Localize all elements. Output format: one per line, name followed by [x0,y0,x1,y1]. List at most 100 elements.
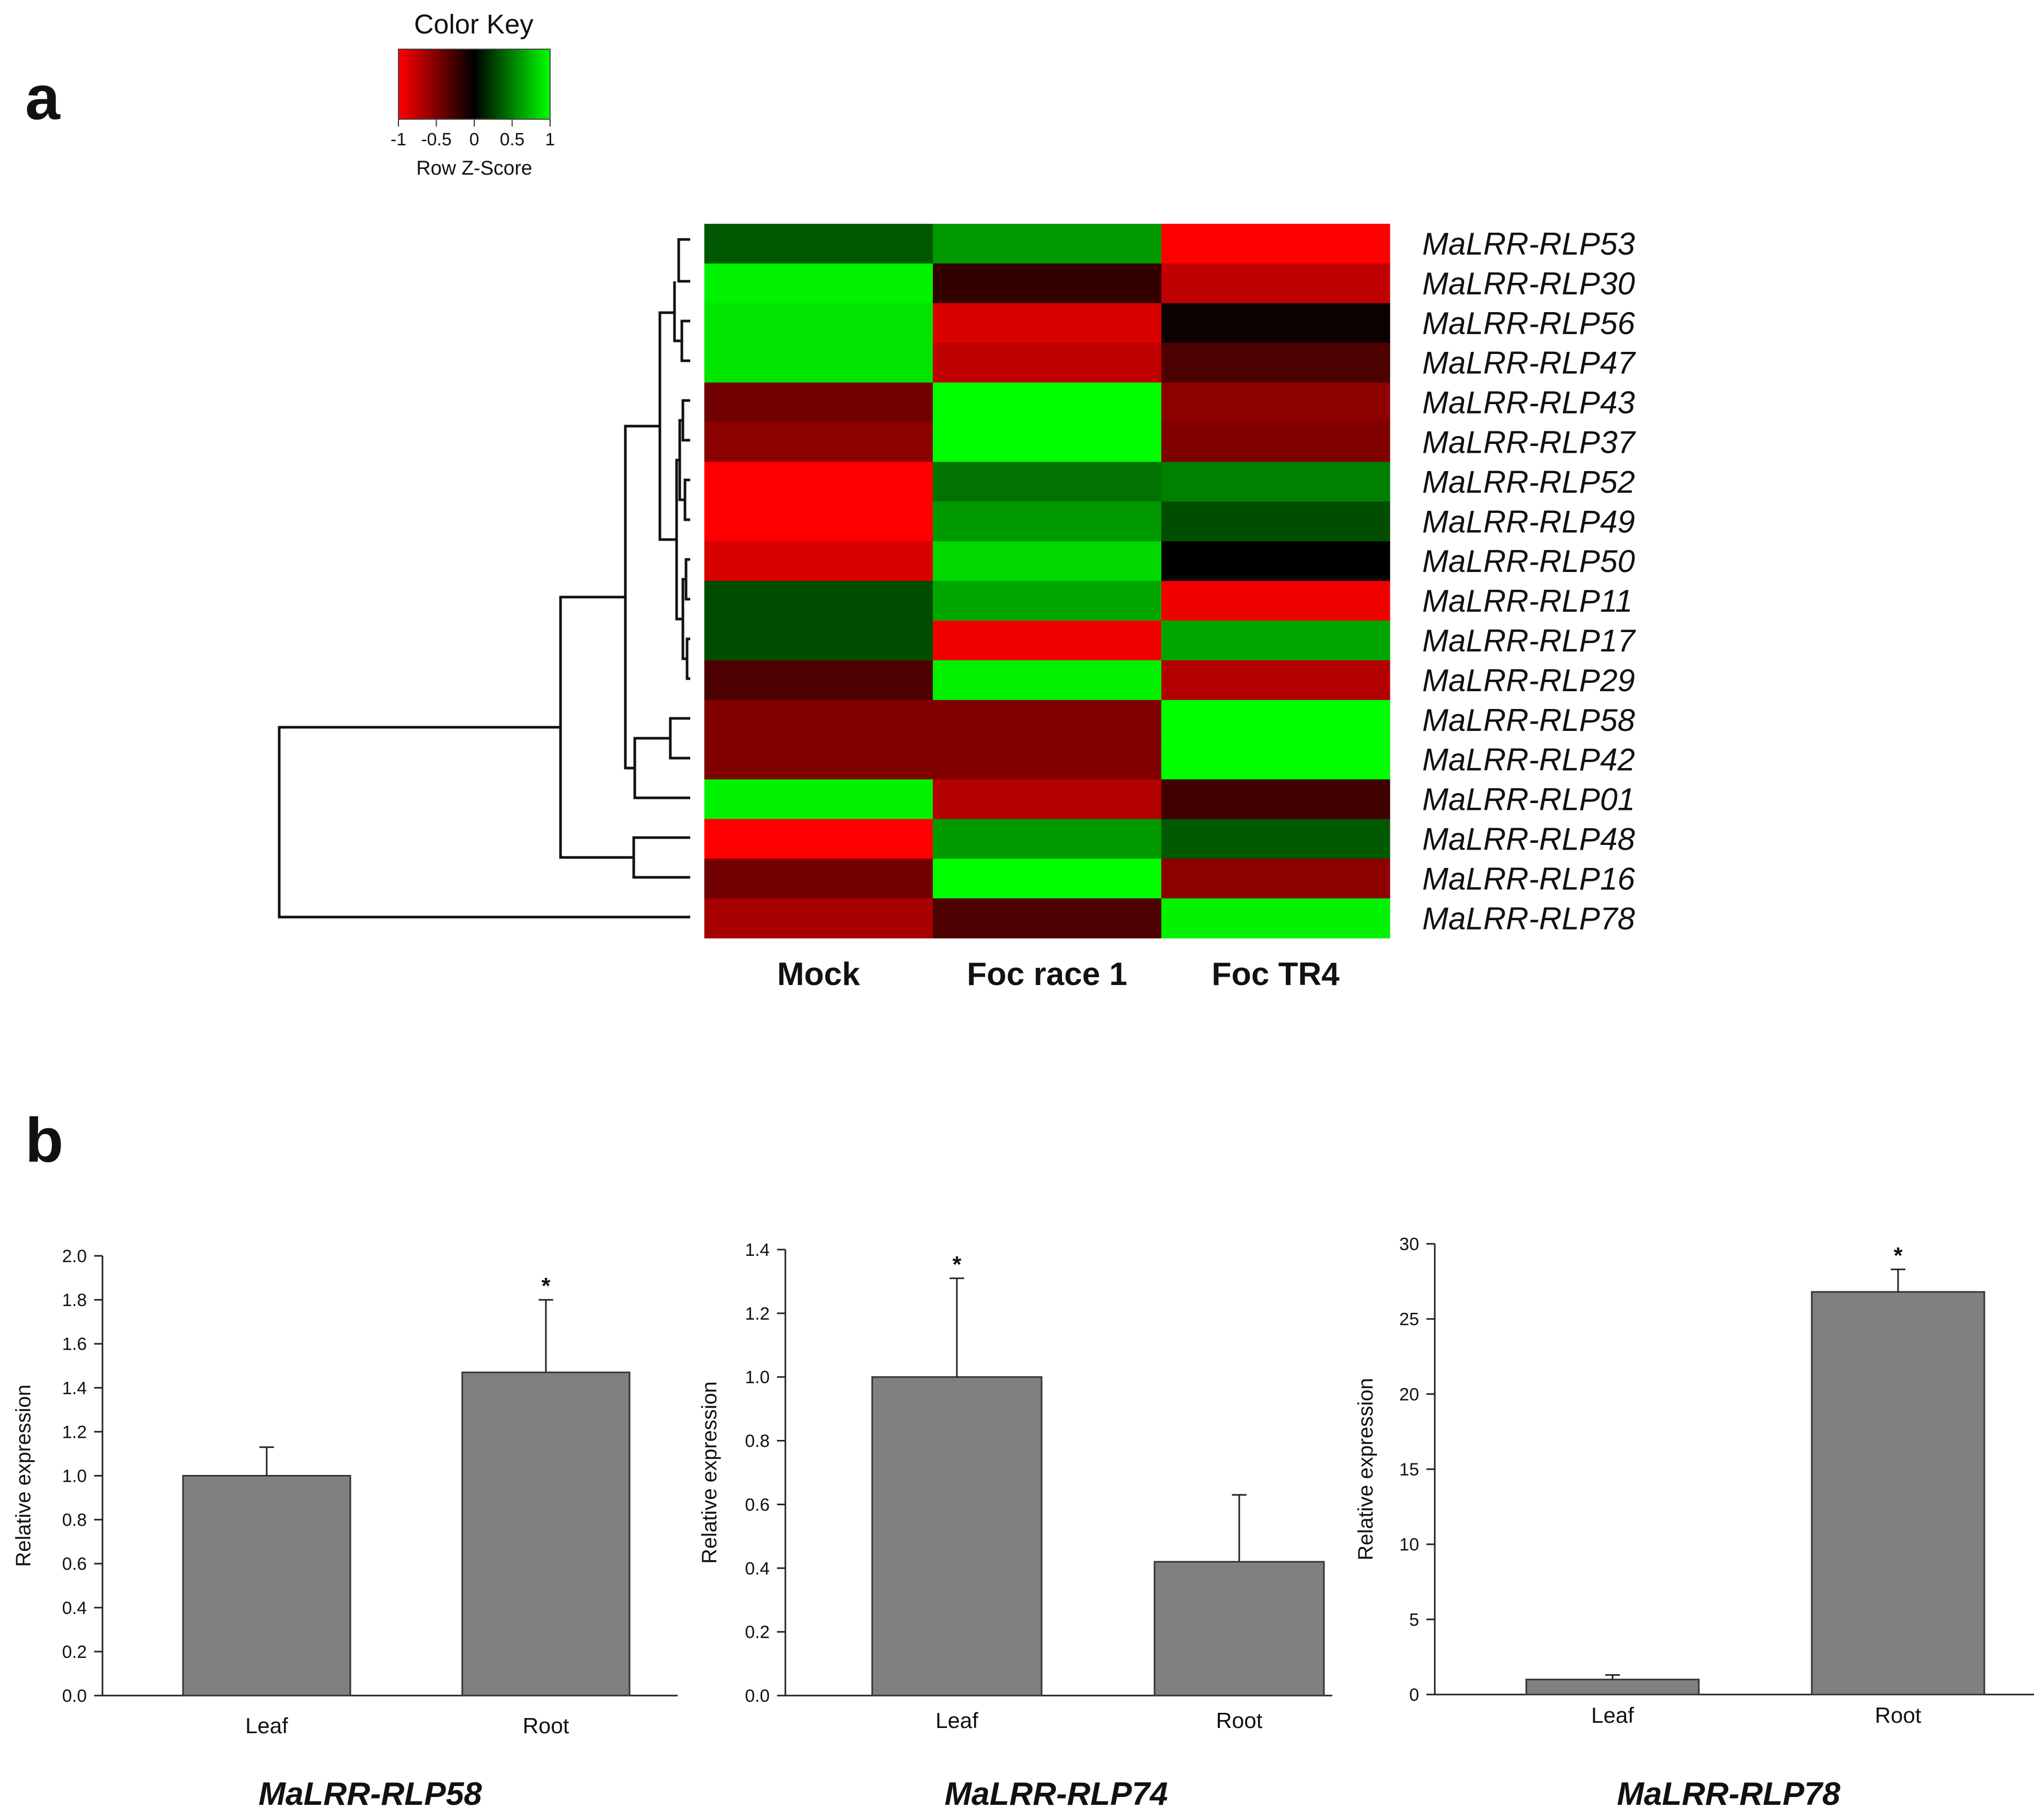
heatmap-cell [933,898,1162,938]
heatmap-cell [704,739,933,780]
y-tick-label: 1.2 [62,1422,87,1442]
heatmap-row-label: MaLRR-RLP42 [1422,742,1635,777]
y-tick-label: 0 [1409,1685,1419,1705]
heatmap-cell [933,739,1162,780]
x-category-label: Leaf [245,1713,288,1738]
color-key-label: Row Z-Score [416,157,532,179]
y-tick-label: 0.0 [62,1686,87,1706]
heatmap-cell [1161,342,1390,383]
dendro-link [624,425,660,770]
y-axis-label: Relative expression [698,1381,721,1564]
y-tick-label: 1.4 [62,1378,87,1398]
heatmap-row-label: MaLRR-RLP56 [1422,306,1635,341]
heatmap-row-label: MaLRR-RLP16 [1422,861,1635,896]
heatmap-cell [1161,224,1390,264]
heatmap-cell [704,779,933,820]
y-axis-label: Relative expression [12,1384,35,1567]
heatmap-cell [933,581,1162,621]
heatmap-cell [1161,501,1390,542]
y-axis-label: Relative expression [1354,1378,1377,1560]
heatmap-cell [704,224,933,264]
heatmap-cell [704,660,933,701]
panel-b-label: b [25,1105,63,1175]
bar-chart-rlp74: 0.0 0.2 0.4 0.6 0.8 1.0 1.2 1.4 * Leaf Root Relativ… [698,1240,1332,1812]
heatmap-cell [933,779,1162,820]
heatmap-row-label: MaLRR-RLP11 [1422,583,1632,619]
y-tick-label: 0.6 [745,1495,770,1515]
y-tick-label: 30 [1399,1234,1419,1254]
y-tick-label: 0.8 [745,1432,770,1451]
heatmap-cell [704,581,933,621]
y-tick-label: 0.2 [745,1622,770,1642]
heatmap-cell [704,462,933,502]
dendro-link [669,717,690,760]
y-tick-label: 0.4 [745,1559,770,1578]
heatmap-cell [933,342,1162,383]
heatmap-row-label: MaLRR-RLP30 [1422,266,1635,301]
y-tick-label: 10 [1399,1535,1419,1555]
heatmap-row-label: MaLRR-RLP58 [1422,703,1635,738]
heatmap-cell [933,819,1162,859]
dendro-link [680,319,690,362]
heatmap-cell [1161,382,1390,423]
heatmap-cell [933,422,1162,462]
heatmap-cell [704,819,933,859]
heatmap-column-label: Foc TR4 [1212,956,1340,992]
y-tick-label: 1.4 [745,1240,770,1260]
heatmap-row-label: MaLRR-RLP48 [1422,821,1635,856]
heatmap-cell [933,541,1162,581]
heatmap-cell [704,422,933,462]
heatmap-cell [1161,859,1390,899]
color-key: Color Key -1 -0.5 0 0.5 1 Row Z-Score [391,9,555,179]
heatmap-cell [704,342,933,383]
dendro-link [683,478,690,521]
heatmap-cell [1161,581,1390,621]
heatmap-cell [704,621,933,661]
bar-chart-rlp58: 0.0 0.2 0.4 0.6 0.8 1.0 1.2 1.4 1.6 1.8 2.0 Leaf * Ro… [12,1246,678,1812]
heatmap-column-label: Foc race 1 [967,956,1127,992]
heatmap-cell [933,462,1162,502]
heatmap-cell [1161,541,1390,581]
heatmap-row-label: MaLRR-RLP47 [1422,346,1636,381]
heatmap-cell [704,541,933,581]
x-category-label: Root [1875,1703,1922,1727]
bar-chart-rlp78: 0 5 10 15 20 25 30 Leaf * Root Relative expression… [1354,1234,2034,1812]
y-tick-label: 0.0 [745,1686,770,1706]
bar [871,1376,1043,1697]
heatmap: MaLRR-RLP53 MaLRR-RLP30 MaLRR-RLP56 MaLRR-R… [704,224,1636,992]
heatmap-cell [704,898,933,938]
x-category-label: Leaf [935,1708,978,1733]
heatmap-row-label: MaLRR-RLP01 [1422,782,1635,817]
dendro-link [685,637,690,680]
y-tick-label: 1.6 [62,1334,87,1354]
significance-marker: * [1893,1243,1903,1268]
significance-marker: * [541,1273,551,1299]
y-tick-label: 1.0 [62,1467,87,1486]
y-tick-label: 0.4 [62,1598,87,1618]
heatmap-cell [1161,739,1390,780]
bar [1811,1291,1985,1696]
heatmap-row-label: MaLRR-RLP29 [1422,663,1635,698]
heatmap-cell [933,303,1162,344]
heatmap-row-label: MaLRR-RLP49 [1422,504,1635,539]
heatmap-cell [933,263,1162,304]
heatmap-cell [704,501,933,542]
x-category-label: Root [523,1713,569,1738]
heatmap-row-label: MaLRR-RLP53 [1422,226,1635,261]
color-key-gradient [398,49,551,120]
heatmap-cell [1161,779,1390,820]
heatmap-cell [933,382,1162,423]
y-tick-label: 15 [1399,1460,1419,1480]
y-tick-label: 5 [1409,1610,1419,1630]
dendro-link [681,399,690,442]
heatmap-cell [704,303,933,344]
dendro-link [633,737,690,799]
heatmap-cell [704,859,933,899]
heatmap-cell [704,382,933,423]
color-key-tick-label: -0.5 [421,130,452,150]
dendro-link [559,596,634,859]
y-tick-label: 1.0 [745,1368,770,1388]
heatmap-row-label: MaLRR-RLP50 [1422,544,1635,579]
heatmap-cell [933,501,1162,542]
